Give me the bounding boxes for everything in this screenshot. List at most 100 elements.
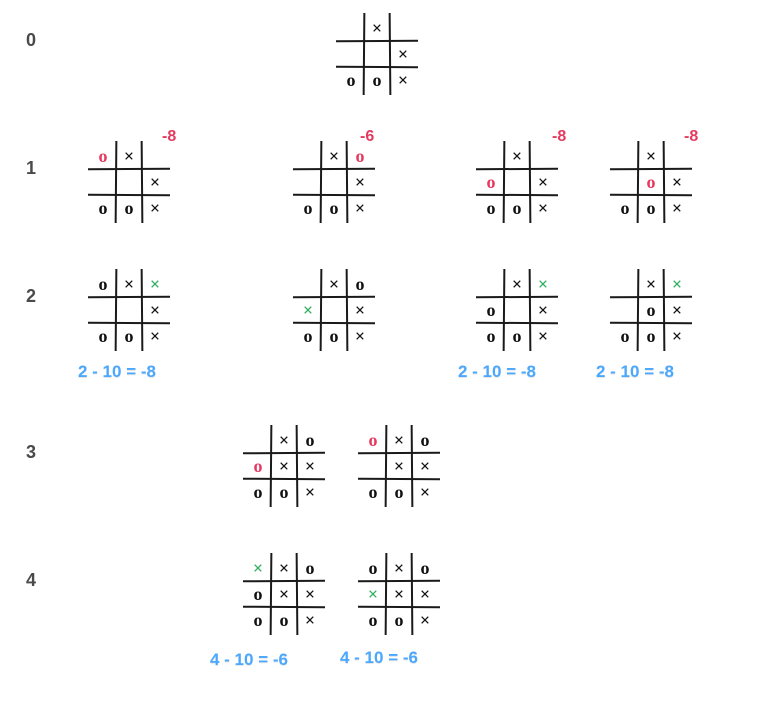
tictactoe-board: ××o×oo× bbox=[478, 271, 556, 349]
cell-mark: o bbox=[295, 323, 321, 349]
board-grid: ×oo××oo× bbox=[245, 427, 323, 505]
row-label-1: 1 bbox=[26, 158, 36, 179]
cell-mark: × bbox=[297, 453, 323, 479]
row-label-2: 2 bbox=[26, 286, 36, 307]
board-caption: 2 - 10 = -8 bbox=[458, 362, 536, 382]
row-label-3: 3 bbox=[26, 442, 36, 463]
cell-mark: o bbox=[504, 323, 530, 349]
cell-mark: o bbox=[347, 143, 373, 169]
cell-mark: × bbox=[412, 581, 438, 607]
cell-mark: o bbox=[297, 427, 323, 453]
cell-mark: o bbox=[412, 555, 438, 581]
cell-mark: × bbox=[664, 323, 690, 349]
cell-mark: o bbox=[90, 271, 116, 297]
cell-mark: × bbox=[530, 323, 556, 349]
cell-mark: o bbox=[612, 195, 638, 221]
cell-mark: o bbox=[360, 607, 386, 633]
cell-mark: o bbox=[478, 297, 504, 323]
cell-mark: o bbox=[612, 323, 638, 349]
board-grid: ××oo× bbox=[338, 15, 416, 93]
cell-mark: o bbox=[638, 323, 664, 349]
board-grid: ××o×oo× bbox=[478, 271, 556, 349]
cell-mark: o bbox=[116, 195, 142, 221]
cell-mark: × bbox=[638, 143, 664, 169]
row-label-4: 4 bbox=[26, 570, 36, 591]
cell-mark: × bbox=[390, 41, 416, 67]
cell-mark: × bbox=[390, 67, 416, 93]
cell-mark: × bbox=[271, 427, 297, 453]
cell-mark: o bbox=[297, 555, 323, 581]
cell-mark: o bbox=[321, 195, 347, 221]
cell-mark: × bbox=[386, 555, 412, 581]
board-score: -8 bbox=[684, 128, 698, 146]
cell-mark: o bbox=[504, 195, 530, 221]
cell-mark: × bbox=[297, 581, 323, 607]
cell-mark: o bbox=[478, 169, 504, 195]
cell-mark: × bbox=[116, 271, 142, 297]
cell-mark: × bbox=[412, 453, 438, 479]
cell-mark: o bbox=[478, 195, 504, 221]
cell-mark: × bbox=[116, 143, 142, 169]
cell-mark: × bbox=[297, 479, 323, 505]
cell-mark: o bbox=[478, 323, 504, 349]
cell-mark: × bbox=[386, 581, 412, 607]
cell-mark: × bbox=[504, 143, 530, 169]
cell-mark: × bbox=[412, 479, 438, 505]
cell-mark: × bbox=[530, 169, 556, 195]
cell-mark: o bbox=[245, 607, 271, 633]
cell-mark: × bbox=[297, 607, 323, 633]
tictactoe-board: ×o×oo× bbox=[612, 143, 690, 221]
cell-mark: o bbox=[638, 195, 664, 221]
cell-mark: × bbox=[664, 271, 690, 297]
board-caption: 4 - 10 = -6 bbox=[340, 648, 418, 668]
cell-mark: × bbox=[347, 297, 373, 323]
cell-mark: o bbox=[638, 169, 664, 195]
cell-mark: × bbox=[364, 15, 390, 41]
cell-mark: × bbox=[347, 195, 373, 221]
board-score: -8 bbox=[162, 128, 176, 146]
cell-mark: o bbox=[386, 607, 412, 633]
tictactoe-board: ×o×oo× bbox=[295, 143, 373, 221]
board-score: -6 bbox=[360, 128, 374, 146]
tictactoe-board: ×o××oo× bbox=[295, 271, 373, 349]
cell-mark: × bbox=[530, 271, 556, 297]
cell-mark: × bbox=[142, 271, 168, 297]
cell-mark: o bbox=[90, 195, 116, 221]
board-grid: ×o×oo× bbox=[478, 143, 556, 221]
tictactoe-board: o××oo× bbox=[90, 143, 168, 221]
board-grid: ×o×oo× bbox=[295, 143, 373, 221]
cell-mark: × bbox=[142, 169, 168, 195]
board-caption: 4 - 10 = -6 bbox=[210, 650, 288, 670]
cell-mark: × bbox=[664, 195, 690, 221]
cell-mark: × bbox=[245, 555, 271, 581]
cell-mark: × bbox=[347, 323, 373, 349]
cell-mark: o bbox=[116, 323, 142, 349]
board-grid: ×o×oo× bbox=[612, 143, 690, 221]
tictactoe-board: o×o×××oo× bbox=[360, 555, 438, 633]
board-grid: ××oo××oo× bbox=[245, 555, 323, 633]
cell-mark: o bbox=[360, 555, 386, 581]
cell-mark: o bbox=[271, 607, 297, 633]
cell-mark: × bbox=[321, 143, 347, 169]
board-grid: o×××oo× bbox=[90, 271, 168, 349]
board-grid: o×o××oo× bbox=[360, 427, 438, 505]
cell-mark: × bbox=[530, 297, 556, 323]
cell-mark: × bbox=[664, 297, 690, 323]
tictactoe-board: ××o×oo× bbox=[612, 271, 690, 349]
tictactoe-board: o×o××oo× bbox=[360, 427, 438, 505]
cell-mark: × bbox=[271, 555, 297, 581]
cell-mark: o bbox=[245, 581, 271, 607]
tictactoe-board: o×××oo× bbox=[90, 271, 168, 349]
cell-mark: o bbox=[271, 479, 297, 505]
cell-mark: × bbox=[271, 581, 297, 607]
board-grid: o×o×××oo× bbox=[360, 555, 438, 633]
cell-mark: × bbox=[360, 581, 386, 607]
cell-mark: o bbox=[347, 271, 373, 297]
cell-mark: o bbox=[364, 67, 390, 93]
cell-mark: × bbox=[295, 297, 321, 323]
cell-mark: × bbox=[530, 195, 556, 221]
cell-mark: × bbox=[664, 169, 690, 195]
board-grid: o××oo× bbox=[90, 143, 168, 221]
cell-mark: o bbox=[321, 323, 347, 349]
cell-mark: × bbox=[638, 271, 664, 297]
